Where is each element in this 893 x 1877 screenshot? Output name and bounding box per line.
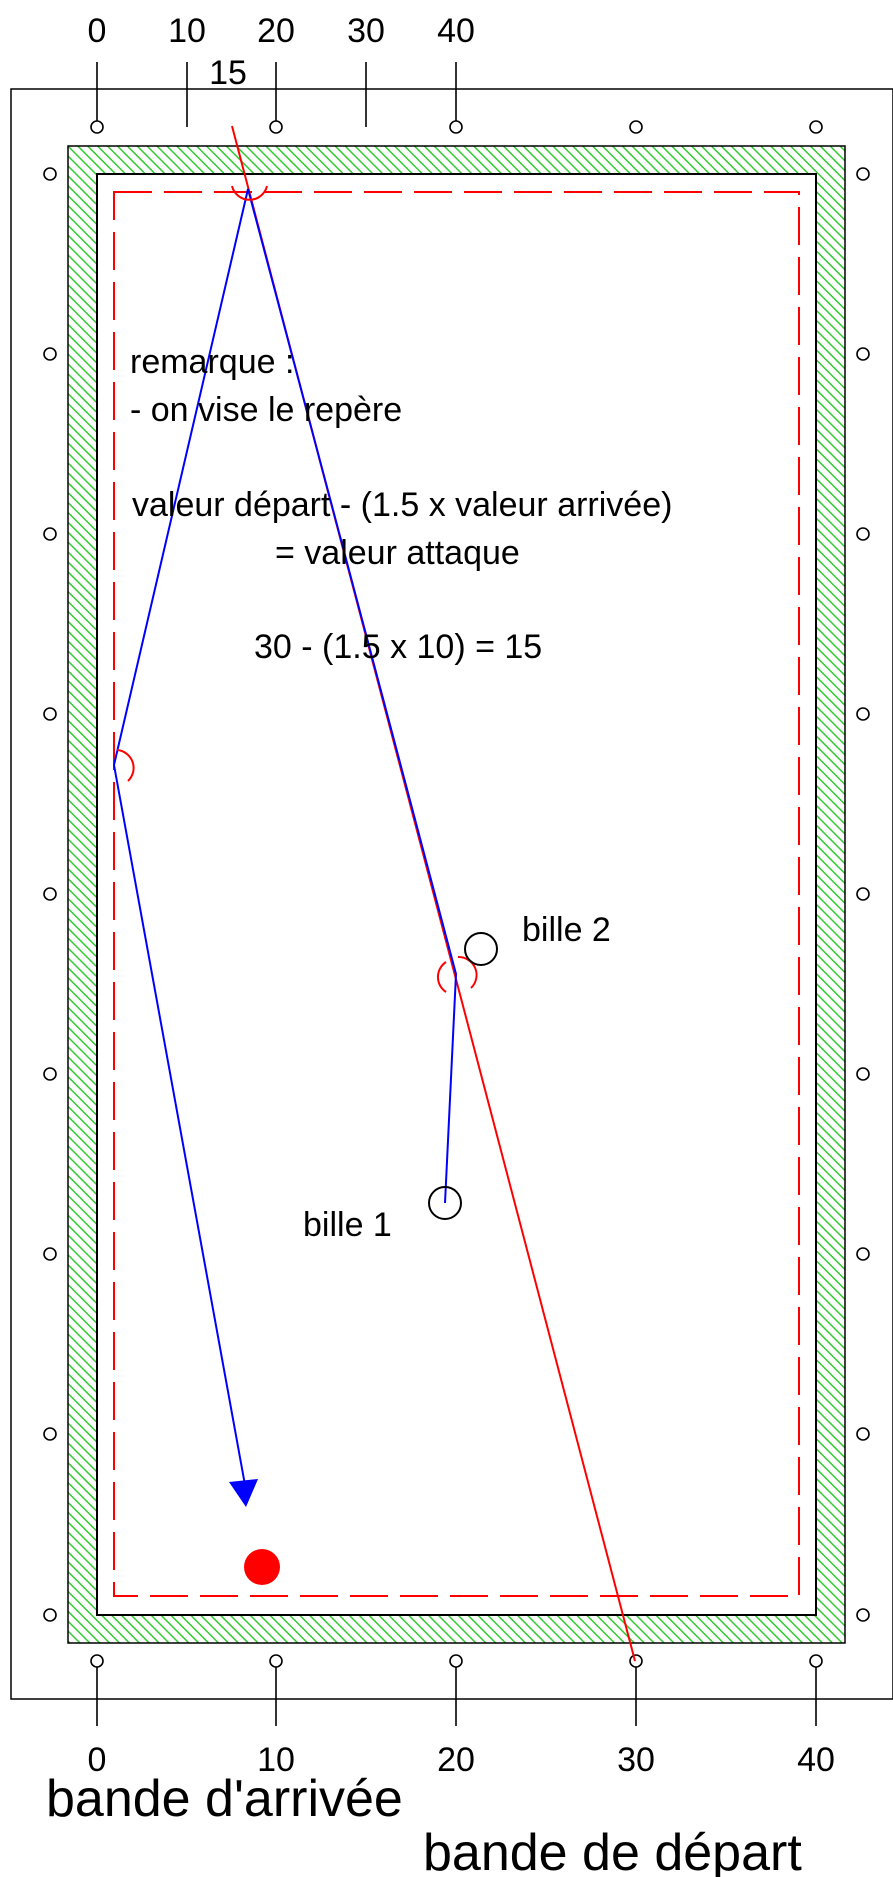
top-scale-label: 30 xyxy=(347,12,385,50)
ball-1-label: bille 1 xyxy=(303,1206,392,1244)
diamond-marker xyxy=(856,1427,870,1441)
diamond-marker xyxy=(856,347,870,361)
contact-arc xyxy=(437,961,447,993)
diamond-marker xyxy=(43,1247,57,1261)
diamonds-left xyxy=(43,167,57,1622)
diamond-marker xyxy=(43,167,57,181)
remark-title: remarque : xyxy=(130,343,294,381)
diamond-marker xyxy=(43,1067,57,1081)
top-scale-label: 40 xyxy=(437,12,475,50)
cue-ball-path xyxy=(112,188,458,1486)
contact-arc xyxy=(457,955,478,989)
top-scale-labels: 0 10 20 30 40 xyxy=(88,12,475,50)
diamond-marker xyxy=(43,887,57,901)
playing-surface-outline xyxy=(96,173,817,1616)
diamond-marker xyxy=(269,1654,283,1668)
remark-line: - on vise le repère xyxy=(130,391,402,429)
table-frame xyxy=(10,88,893,1700)
departure-band-label: bande de départ xyxy=(423,1824,802,1877)
arrival-band-label: bande d'arrivée xyxy=(46,1770,403,1828)
bottom-scale-label: 20 xyxy=(437,1741,475,1779)
diamond-marker xyxy=(90,120,104,134)
diamond-marker xyxy=(629,1654,643,1668)
top-scale-ticks xyxy=(96,62,457,127)
diamond-marker xyxy=(856,1067,870,1081)
diamond-marker xyxy=(43,347,57,361)
diamond-marker xyxy=(43,1427,57,1441)
diamonds-bottom xyxy=(90,1654,823,1668)
formula-line-1: valeur départ - (1.5 x valeur arrivée) xyxy=(132,486,672,524)
top-scale-label: 0 xyxy=(88,12,107,50)
diamond-marker xyxy=(43,527,57,541)
aim-point-label: 15 xyxy=(209,54,247,92)
top-scale-label: 10 xyxy=(168,12,206,50)
diamond-marker xyxy=(90,1654,104,1668)
bottom-scale-labels: 0 10 20 30 40 xyxy=(88,1741,835,1779)
ball-2 xyxy=(464,932,498,966)
diamond-marker xyxy=(629,120,643,134)
diamond-marker xyxy=(269,120,283,134)
diamond-marker xyxy=(43,707,57,721)
bottom-scale-label: 0 xyxy=(88,1741,107,1779)
target-ball-red xyxy=(244,1549,280,1585)
diamond-marker xyxy=(43,1608,57,1622)
contact-arc xyxy=(231,185,268,201)
formula-example: 30 - (1.5 x 10) = 15 xyxy=(254,628,542,666)
reference-dashed-boundary xyxy=(113,191,800,1597)
diamond-marker xyxy=(856,167,870,181)
diamonds-top xyxy=(90,120,823,134)
ball-1 xyxy=(428,1186,462,1220)
bottom-scale-label: 30 xyxy=(617,1741,655,1779)
diamonds-right xyxy=(856,167,870,1622)
diamond-marker xyxy=(449,120,463,134)
diamond-marker xyxy=(856,527,870,541)
diamond-marker xyxy=(449,1654,463,1668)
contact-arc xyxy=(116,749,135,782)
diamond-marker xyxy=(809,120,823,134)
ball-2-label: bille 2 xyxy=(522,911,611,949)
diamond-marker xyxy=(809,1654,823,1668)
bottom-scale-label: 10 xyxy=(257,1741,295,1779)
top-scale-label: 20 xyxy=(257,12,295,50)
diamond-marker xyxy=(856,1608,870,1622)
path-arrowhead xyxy=(229,1479,258,1507)
bottom-scale-label: 40 xyxy=(797,1741,835,1779)
diamond-marker xyxy=(856,707,870,721)
bottom-scale-ticks xyxy=(96,1667,817,1726)
formula-line-2: = valeur attaque xyxy=(275,534,520,572)
diamond-marker xyxy=(856,887,870,901)
diamond-marker xyxy=(856,1247,870,1261)
